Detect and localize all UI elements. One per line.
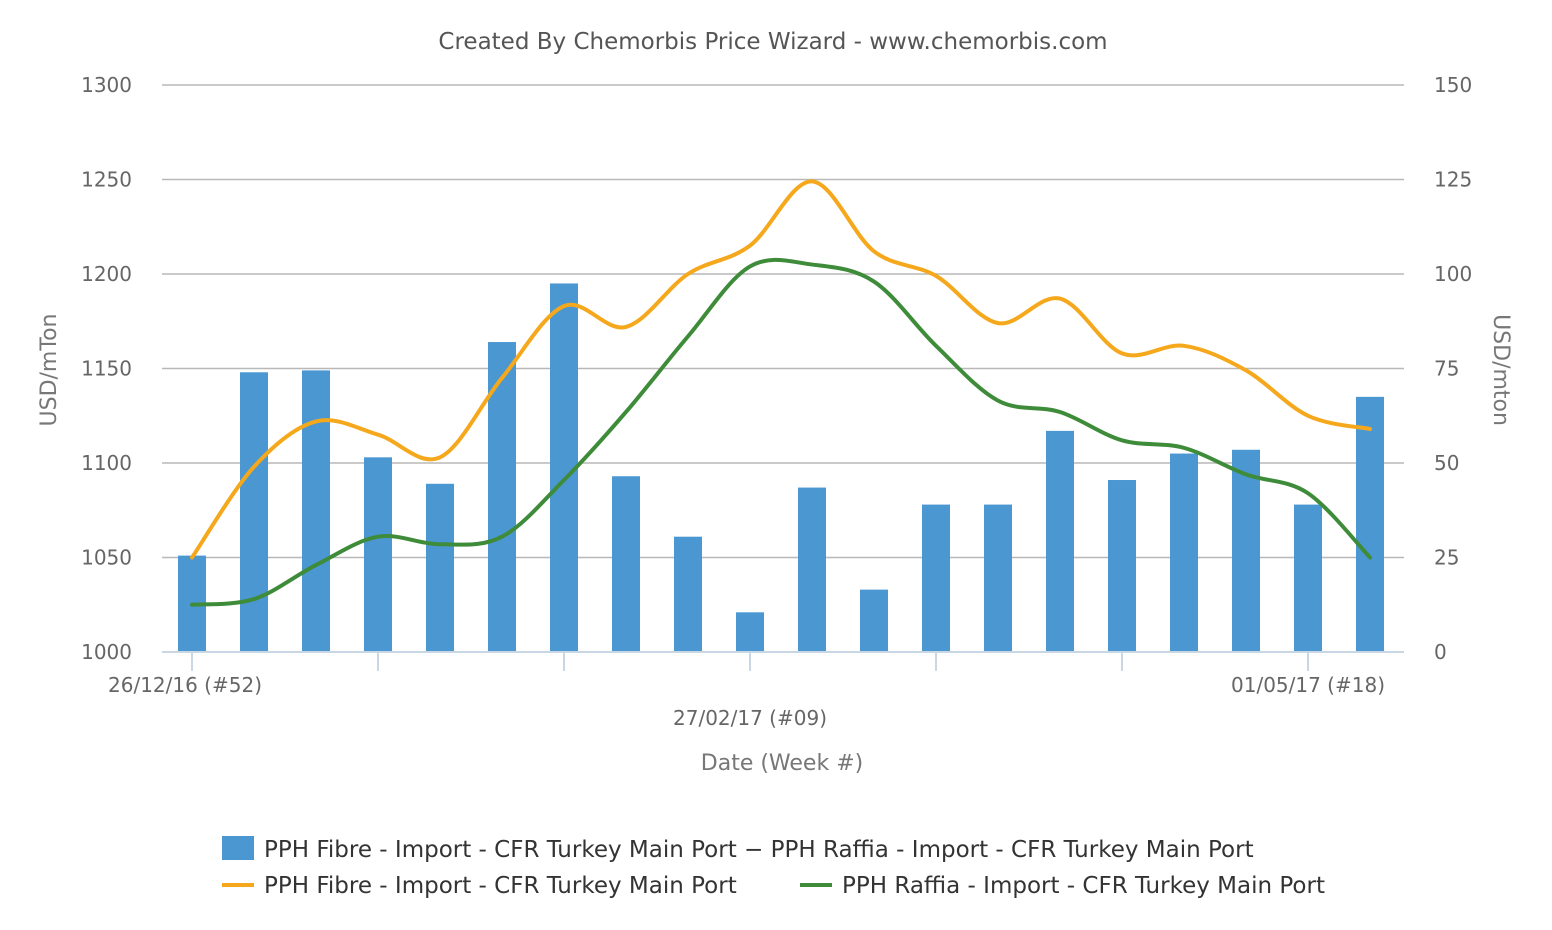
- y-left-tick-label: 1150: [81, 357, 132, 381]
- bar: [1046, 430, 1074, 652]
- raffia-price-line: [190, 257, 1372, 607]
- axes: 1000 1050 1100 1150 1200 1250 1300 0 25 50 75 100 12…: [81, 73, 1472, 730]
- bar: [1108, 480, 1136, 652]
- line-series: [190, 179, 1372, 607]
- bar: [302, 370, 330, 652]
- y-left-tick-label: 1300: [81, 73, 132, 97]
- bar: [240, 372, 268, 652]
- bar: [612, 476, 640, 652]
- y-axis-right-title: USD/mton: [1488, 314, 1513, 426]
- bar: [860, 589, 888, 652]
- fibre-price-line: [190, 179, 1372, 560]
- y-right-tick-label: 150: [1434, 73, 1472, 97]
- y-right-tick-label: 100: [1434, 262, 1472, 286]
- y-right-tick-label: 0: [1434, 640, 1447, 664]
- bar: [1170, 453, 1198, 652]
- y-right-tick-label: 25: [1434, 546, 1459, 570]
- chart-title: Created By Chemorbis Price Wizard - www.…: [438, 29, 1107, 55]
- bar: [364, 457, 392, 652]
- bar: [984, 504, 1012, 652]
- bar: [922, 504, 950, 652]
- legend-label-fibre[interactable]: PPH Fibre - Import - CFR Turkey Main Por…: [264, 873, 737, 899]
- bar-series: [178, 283, 1384, 652]
- x-tick-label: 27/02/17 (#09): [673, 706, 827, 730]
- bar: [798, 487, 826, 652]
- y-left-tick-label: 1100: [81, 451, 132, 475]
- y-left-tick-label: 1000: [81, 640, 132, 664]
- y-left-tick-label: 1050: [81, 546, 132, 570]
- bar: [426, 483, 454, 652]
- x-axis-title: Date (Week #): [701, 751, 863, 776]
- y-right-tick-label: 50: [1434, 451, 1459, 475]
- gridlines: [162, 84, 1404, 559]
- y-left-tick-label: 1200: [81, 262, 132, 286]
- legend-label-raffia[interactable]: PPH Raffia - Import - CFR Turkey Main Po…: [842, 873, 1325, 899]
- legend-label-difference[interactable]: PPH Fibre - Import - CFR Turkey Main Por…: [264, 837, 1254, 863]
- legend: PPH Fibre - Import - CFR Turkey Main Por…: [222, 836, 1325, 899]
- y-right-tick-label: 125: [1434, 168, 1472, 192]
- bar: [1294, 504, 1322, 652]
- bar: [736, 612, 764, 652]
- legend-swatch-bar[interactable]: [222, 836, 254, 860]
- bar: [1356, 396, 1384, 652]
- y-right-tick-label: 75: [1434, 357, 1459, 381]
- bar: [674, 536, 702, 652]
- y-left-tick-label: 1250: [81, 168, 132, 192]
- y-axis-left-title: USD/mTon: [37, 314, 62, 427]
- bar: [1232, 449, 1260, 652]
- x-tick-label: 26/12/16 (#52): [108, 673, 262, 697]
- x-tick-label: 01/05/17 (#18): [1231, 673, 1385, 697]
